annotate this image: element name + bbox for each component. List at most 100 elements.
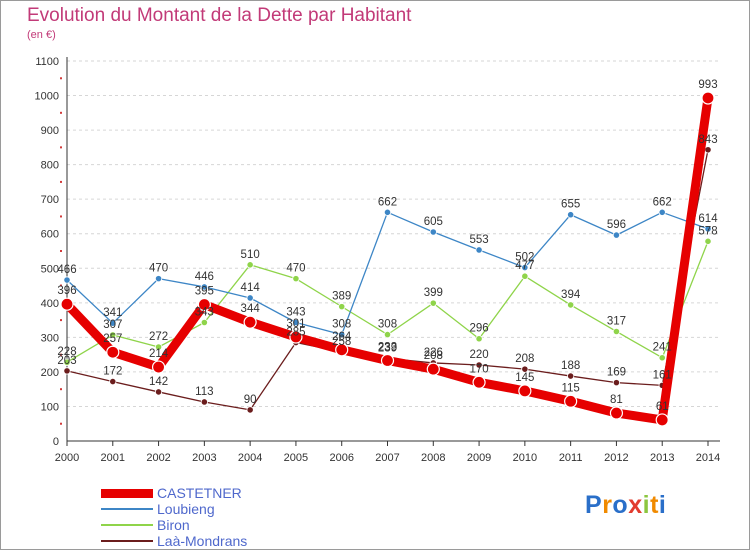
point-la-mondrans xyxy=(567,372,575,380)
series-layer xyxy=(60,91,715,427)
data-label-biron: 272 xyxy=(149,331,168,343)
logo-letter: o xyxy=(612,491,629,519)
legend-swatch-loubieng xyxy=(101,508,153,510)
point-loubieng xyxy=(521,263,529,272)
point-castetner xyxy=(335,343,349,357)
point-la-mondrans xyxy=(200,398,208,406)
point-la-mondrans xyxy=(612,379,621,387)
point-biron xyxy=(246,261,254,269)
data-label-loubieng: 662 xyxy=(378,196,397,208)
data-label-loubieng: 446 xyxy=(195,271,214,283)
data-label-biron: 343 xyxy=(195,307,214,319)
y-tick-label: 800 xyxy=(41,160,59,172)
data-label-la-mondrans: 258 xyxy=(332,336,351,348)
data-label-biron: 228 xyxy=(57,346,76,358)
point-la-mondrans xyxy=(154,388,163,396)
data-label-biron: 399 xyxy=(424,287,443,299)
point-castetner xyxy=(60,297,74,311)
y-tick-label: 500 xyxy=(41,263,59,275)
point-la-mondrans xyxy=(475,361,483,369)
point-castetner xyxy=(151,360,166,374)
point-castetner xyxy=(518,384,532,398)
y-tick-label: 200 xyxy=(41,367,59,379)
axes: 0 100 200 300 400 500 600 700 800 900 1000 1100 2000… xyxy=(35,56,721,464)
point-biron xyxy=(429,299,437,307)
data-label-loubieng: 553 xyxy=(469,234,488,246)
point-castetner xyxy=(289,330,303,344)
data-label-biron: 308 xyxy=(378,319,397,331)
data-label-biron: 389 xyxy=(332,291,351,303)
y-tick-label: 100 xyxy=(41,401,59,413)
point-castetner xyxy=(197,297,211,312)
data-label-castetner: 301 xyxy=(286,318,305,330)
point-biron xyxy=(292,275,300,283)
data-label-castetner: 61 xyxy=(656,401,669,413)
y-tick-label: 700 xyxy=(41,194,59,206)
proxiti-logo: Proxiti xyxy=(585,491,666,520)
data-label-castetner: 264 xyxy=(332,331,352,343)
point-loubieng xyxy=(567,211,575,219)
x-tick-label: 2004 xyxy=(238,452,262,464)
point-castetner xyxy=(701,91,715,105)
data-label-castetner: 115 xyxy=(561,382,579,394)
data-label-la-mondrans: 208 xyxy=(515,353,534,365)
y-minor-tick xyxy=(60,111,62,114)
data-label-biron: 296 xyxy=(469,323,488,335)
x-tick-label: 2011 xyxy=(559,452,583,464)
legend-label-loubieng: Loubieng xyxy=(157,501,215,517)
data-label-loubieng: 308 xyxy=(332,319,351,331)
data-label-castetner: 396 xyxy=(57,285,76,297)
point-loubieng xyxy=(612,231,621,239)
point-loubieng xyxy=(63,276,71,284)
x-tick-label: 2008 xyxy=(421,452,445,464)
data-label-loubieng: 662 xyxy=(653,196,672,208)
logo-letter: r xyxy=(602,491,613,519)
point-biron xyxy=(200,318,208,327)
point-biron xyxy=(612,327,621,336)
y-minor-tick xyxy=(60,180,62,183)
data-label-biron: 307 xyxy=(103,319,122,331)
y-minor-tick xyxy=(60,353,62,356)
data-label-loubieng: 655 xyxy=(561,199,580,211)
point-castetner xyxy=(472,375,486,389)
legend-swatch-biron xyxy=(101,524,153,526)
point-castetner xyxy=(380,353,395,368)
point-biron xyxy=(704,237,712,245)
point-biron xyxy=(475,335,483,343)
chart-title: Evolution du Montant de la Dette par Hab… xyxy=(27,5,412,26)
x-tick-label: 2002 xyxy=(146,452,170,464)
data-label-biron: 241 xyxy=(653,342,672,354)
data-label-castetner: 993 xyxy=(698,79,717,91)
data-label-la-mondrans: 188 xyxy=(561,360,580,372)
data-label-castetner: 344 xyxy=(241,303,261,315)
point-loubieng xyxy=(292,318,300,327)
data-label-la-mondrans: 172 xyxy=(103,366,122,378)
data-label-castetner: 395 xyxy=(195,286,214,298)
data-label-biron: 470 xyxy=(286,263,305,275)
logo-letter: t xyxy=(650,491,659,519)
x-tick-label: 2005 xyxy=(284,452,308,464)
y-minor-tick xyxy=(60,319,62,322)
data-label-castetner: 208 xyxy=(424,350,443,362)
point-loubieng xyxy=(109,319,117,327)
point-la-mondrans xyxy=(246,406,254,414)
logo-letter: i xyxy=(642,491,651,519)
legend-label-castetner: CASTETNER xyxy=(157,485,242,501)
data-label-castetner: 233 xyxy=(378,342,397,354)
data-label-castetner: 145 xyxy=(515,372,534,384)
y-minor-tick xyxy=(60,422,62,425)
point-la-mondrans xyxy=(521,365,529,373)
data-label-la-mondrans: 843 xyxy=(698,134,717,146)
data-label-loubieng: 470 xyxy=(149,263,168,275)
point-loubieng xyxy=(200,283,208,291)
point-loubieng xyxy=(704,225,712,233)
point-castetner xyxy=(243,315,257,329)
point-biron xyxy=(567,301,575,309)
data-label-la-mondrans: 161 xyxy=(653,369,672,381)
y-tick-label: 1000 xyxy=(35,91,59,103)
data-labels: 203 172 142 113 90 285 258 239 226 220 208 188 169 16… xyxy=(57,79,718,413)
data-label-la-mondrans: 226 xyxy=(424,347,443,359)
data-label-la-mondrans: 113 xyxy=(195,386,213,398)
legend-swatch-castetner xyxy=(101,489,153,498)
